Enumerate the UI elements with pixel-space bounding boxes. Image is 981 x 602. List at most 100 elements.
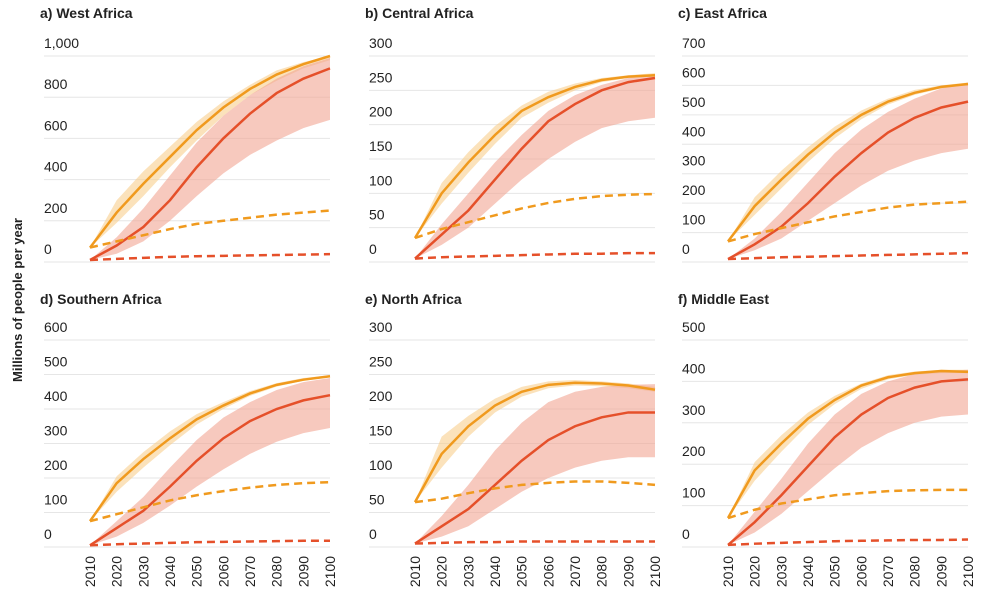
x-tick-label: 2030 bbox=[460, 556, 476, 587]
line bbox=[414, 411, 655, 545]
line bbox=[89, 54, 331, 249]
panel-title: a) West Africa bbox=[40, 5, 133, 21]
x-tick-label: 2070 bbox=[242, 556, 258, 587]
y-axis-label: Millions of people per year bbox=[10, 218, 25, 382]
uncertainty-band bbox=[728, 369, 968, 519]
dashed-line bbox=[89, 480, 331, 523]
x-tick-label: 2090 bbox=[620, 556, 636, 587]
line bbox=[727, 378, 969, 546]
y-tick-label: 400 bbox=[682, 360, 706, 376]
dashed-line bbox=[89, 209, 331, 249]
y-tick-label: 200 bbox=[44, 457, 68, 473]
x-tick-label: 2100 bbox=[322, 556, 338, 587]
y-tick-label: 0 bbox=[44, 241, 52, 257]
x-tick-label: 2030 bbox=[773, 556, 789, 587]
panel-title: b) Central Africa bbox=[365, 5, 474, 21]
y-tick-label: 200 bbox=[369, 388, 393, 404]
dashed-line bbox=[727, 488, 968, 520]
x-tick-label: 2070 bbox=[880, 556, 896, 587]
line bbox=[88, 374, 331, 522]
y-tick-label: 300 bbox=[369, 35, 393, 51]
dashed-line bbox=[727, 538, 969, 547]
y-tick-label: 50 bbox=[369, 492, 385, 508]
y-tick-label: 100 bbox=[682, 212, 706, 228]
y-tick-label: 200 bbox=[682, 443, 706, 459]
line bbox=[413, 73, 656, 239]
y-tick-label: 500 bbox=[682, 319, 706, 335]
x-tick-label: 2090 bbox=[295, 556, 311, 587]
x-tick-label: 2040 bbox=[800, 556, 816, 587]
y-tick-label: 0 bbox=[369, 526, 377, 542]
line bbox=[727, 100, 969, 261]
x-tick-label: 2010 bbox=[407, 556, 423, 587]
panel-title: c) East Africa bbox=[678, 5, 767, 21]
y-tick-label: 600 bbox=[44, 117, 68, 133]
x-tick-label: 2080 bbox=[269, 556, 285, 587]
y-tick-label: 200 bbox=[369, 104, 393, 120]
y-tick-label: 400 bbox=[44, 159, 68, 175]
x-tick-label: 2050 bbox=[827, 556, 843, 587]
x-tick-label: 2040 bbox=[162, 556, 178, 587]
y-tick-label: 700 bbox=[682, 35, 706, 51]
y-tick-label: 300 bbox=[682, 153, 706, 169]
line bbox=[89, 393, 331, 547]
x-tick-label: 2020 bbox=[747, 556, 763, 587]
y-tick-label: 600 bbox=[682, 64, 706, 80]
line bbox=[89, 67, 331, 262]
x-tick-label: 2020 bbox=[434, 556, 450, 587]
dashed-line bbox=[414, 540, 655, 545]
dashed-line bbox=[414, 192, 656, 240]
line bbox=[726, 369, 969, 519]
y-tick-label: 250 bbox=[369, 69, 393, 85]
uncertainty-band bbox=[415, 73, 655, 259]
panel-title: d) Southern Africa bbox=[40, 291, 162, 307]
x-tick-label: 2010 bbox=[720, 556, 736, 587]
x-tick-label: 2030 bbox=[135, 556, 151, 587]
y-tick-label: 600 bbox=[44, 319, 68, 335]
y-tick-label: 150 bbox=[369, 138, 393, 154]
dashed-line bbox=[89, 252, 331, 262]
y-tick-label: 0 bbox=[682, 526, 690, 542]
panel-title: e) North Africa bbox=[365, 291, 462, 307]
line bbox=[413, 381, 656, 503]
line bbox=[727, 82, 969, 243]
y-tick-label: 50 bbox=[369, 207, 385, 223]
y-tick-label: 100 bbox=[369, 172, 393, 188]
y-tick-label: 250 bbox=[369, 354, 393, 370]
x-tick-label: 2060 bbox=[853, 556, 869, 587]
x-tick-label: 2080 bbox=[907, 556, 923, 587]
x-tick-label: 2100 bbox=[960, 556, 976, 587]
uncertainty-band bbox=[728, 369, 968, 545]
dashed-line bbox=[727, 200, 969, 243]
x-tick-label: 2060 bbox=[540, 556, 556, 587]
y-tick-label: 300 bbox=[682, 402, 706, 418]
dashed-line bbox=[727, 251, 969, 261]
x-tick-label: 2040 bbox=[487, 556, 503, 587]
y-tick-label: 100 bbox=[44, 492, 68, 508]
y-tick-label: 300 bbox=[44, 423, 68, 439]
y-tick-label: 200 bbox=[682, 182, 706, 198]
y-tick-label: 500 bbox=[44, 354, 68, 370]
x-tick-label: 2080 bbox=[594, 556, 610, 587]
uncertainty-band bbox=[415, 380, 655, 503]
y-tick-label: 0 bbox=[682, 241, 690, 257]
x-tick-label: 2010 bbox=[82, 556, 98, 587]
x-tick-label: 2050 bbox=[189, 556, 205, 587]
y-tick-label: 1,000 bbox=[44, 35, 79, 51]
x-tick-label: 2050 bbox=[514, 556, 530, 587]
panel-title: f) Middle East bbox=[678, 291, 769, 307]
uncertainty-band bbox=[90, 58, 330, 260]
x-tick-label: 2070 bbox=[567, 556, 583, 587]
y-tick-label: 0 bbox=[369, 241, 377, 257]
x-tick-label: 2100 bbox=[647, 556, 663, 587]
y-tick-label: 100 bbox=[369, 457, 393, 473]
y-tick-label: 500 bbox=[682, 94, 706, 110]
y-tick-label: 150 bbox=[369, 423, 393, 439]
dashed-line bbox=[414, 480, 656, 504]
dashed-line bbox=[89, 539, 330, 547]
y-tick-label: 800 bbox=[44, 76, 68, 92]
uncertainty-band bbox=[728, 82, 968, 260]
x-tick-label: 2060 bbox=[215, 556, 231, 587]
dashed-line bbox=[414, 251, 655, 260]
